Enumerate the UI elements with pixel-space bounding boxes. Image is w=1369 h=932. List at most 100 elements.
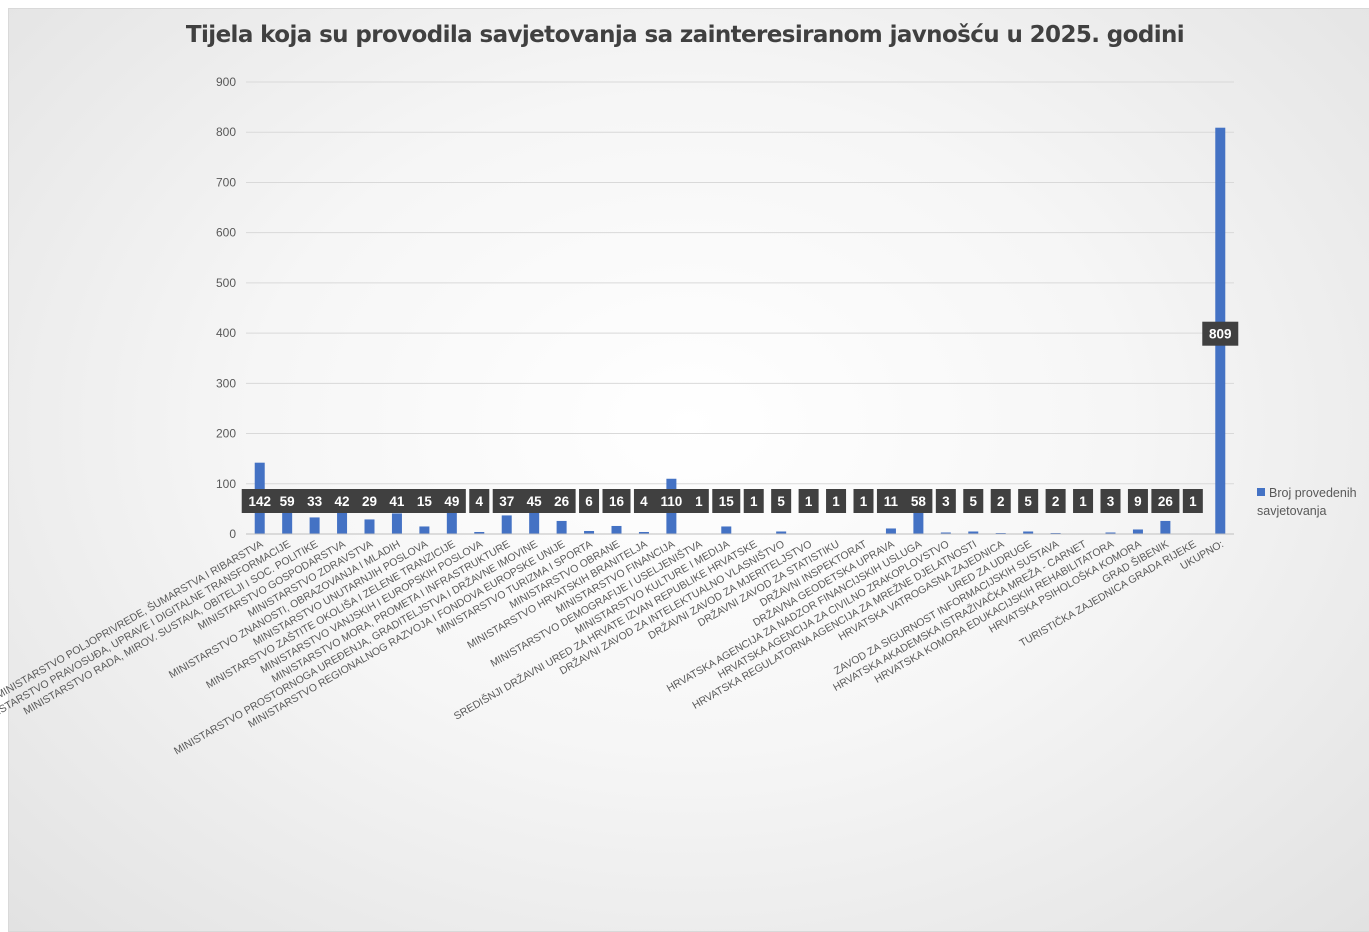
data-label-bg: [437, 489, 466, 513]
data-label-bg: [990, 489, 1011, 513]
y-tick-label: 100: [216, 477, 236, 491]
data-label-bg: [1151, 489, 1180, 513]
legend: Broj provedenih savjetovanja: [1257, 484, 1369, 520]
bars: [246, 127, 1234, 535]
data-label-text: 1: [860, 494, 868, 509]
data-label: 9: [1127, 489, 1148, 513]
data-label: 2: [990, 489, 1011, 513]
data-label-bg: [771, 489, 792, 513]
data-label: 1: [1073, 489, 1094, 513]
bar: [364, 519, 375, 534]
data-label-bg: [300, 489, 329, 513]
bar: [474, 531, 485, 534]
data-label-text: 142: [248, 494, 271, 509]
data-label-text: 49: [444, 494, 459, 509]
data-label: 142: [241, 489, 278, 513]
data-label-text: 4: [640, 494, 648, 509]
data-label-bg: [904, 489, 933, 513]
data-label-text: 1: [695, 494, 703, 509]
data-label: 26: [1151, 489, 1180, 513]
data-label-text: 2: [997, 494, 1005, 509]
data-label-bg: [520, 489, 549, 513]
data-label: 15: [410, 489, 439, 513]
data-label: 49: [437, 489, 466, 513]
data-label: 26: [547, 489, 576, 513]
data-label-text: 6: [585, 494, 593, 509]
data-label-text: 42: [335, 494, 350, 509]
data-label-bg: [826, 489, 847, 513]
data-label-text: 26: [554, 494, 570, 509]
data-label-text: 15: [417, 494, 433, 509]
bar: [776, 531, 787, 534]
bar: [1160, 520, 1171, 534]
data-label-text: 9: [1134, 494, 1142, 509]
data-label-bg: [1100, 489, 1121, 513]
data-label-bg: [410, 489, 439, 513]
bar: [446, 509, 457, 534]
data-label-bg: [633, 489, 654, 513]
data-label: 1: [853, 489, 874, 513]
legend-label: Broj provedenih savjetovanja: [1257, 486, 1357, 518]
bar: [584, 530, 595, 534]
data-label-text: 5: [1024, 494, 1032, 509]
data-label: 5: [1018, 489, 1039, 513]
data-label-text: 3: [942, 494, 950, 509]
data-label: 809: [1202, 321, 1239, 346]
data-label-bg: [963, 489, 984, 513]
data-label-bg: [547, 489, 576, 513]
data-label-bg: [1045, 489, 1066, 513]
gridlines: [246, 81, 1234, 535]
chart-title: Tijela koja su provodila savjetovanja sa…: [185, 22, 1185, 48]
data-label-bg: [653, 489, 690, 513]
data-label: 16: [602, 489, 631, 513]
bar: [1050, 532, 1061, 534]
data-label: 41: [382, 489, 411, 513]
bar: [501, 515, 512, 534]
bar: [1105, 532, 1116, 534]
y-tick-label: 400: [216, 326, 236, 340]
x-axis-ticks: MINISTARSTVO POLJOPRIVREDE, ŠUMARSTVA I …: [0, 537, 1226, 757]
y-tick-label: 0: [229, 527, 236, 541]
data-label-bg: [492, 489, 521, 513]
data-label-bg: [579, 489, 600, 513]
y-tick-label: 900: [216, 75, 236, 89]
data-label: 5: [963, 489, 984, 513]
data-label-bg: [1202, 321, 1239, 346]
data-label: 4: [633, 489, 654, 513]
data-label: 37: [492, 489, 521, 513]
data-label-bg: [1127, 489, 1148, 513]
data-label: 29: [355, 489, 384, 513]
bar: [529, 511, 540, 534]
data-labels: 142 59 33 42 29 41 15 49 4 37 45 26 6 16 4 110 1 15 1 5 1 1 1 1…: [241, 321, 1239, 513]
bar: [1132, 529, 1143, 534]
data-label-text: 110: [660, 494, 682, 509]
data-label-text: 1: [750, 494, 758, 509]
bar: [611, 525, 622, 534]
data-label-bg: [602, 489, 631, 513]
data-label-bg: [743, 489, 764, 513]
data-label: 5: [771, 489, 792, 513]
data-label-text: 4: [476, 494, 484, 509]
data-label: 1: [798, 489, 819, 513]
data-label-bg: [712, 489, 741, 513]
data-label-text: 1: [832, 494, 840, 509]
data-label-text: 15: [719, 494, 735, 509]
chart-area: [8, 8, 1369, 932]
bar: [940, 532, 951, 534]
data-label-bg: [688, 489, 709, 513]
data-label: 58: [904, 489, 933, 513]
data-label-text: 29: [362, 494, 377, 509]
bar: [391, 513, 402, 534]
data-label: 33: [300, 489, 329, 513]
data-label-text: 5: [777, 494, 785, 509]
bar: [419, 526, 430, 534]
data-label-text: 1: [805, 494, 813, 509]
bar: [995, 532, 1006, 534]
data-label: 42: [328, 489, 357, 513]
data-label-bg: [853, 489, 874, 513]
bar: [885, 528, 896, 534]
data-label-bg: [1018, 489, 1039, 513]
data-label: 110: [653, 489, 690, 513]
data-label-bg: [273, 489, 302, 513]
data-label-text: 2: [1052, 494, 1060, 509]
